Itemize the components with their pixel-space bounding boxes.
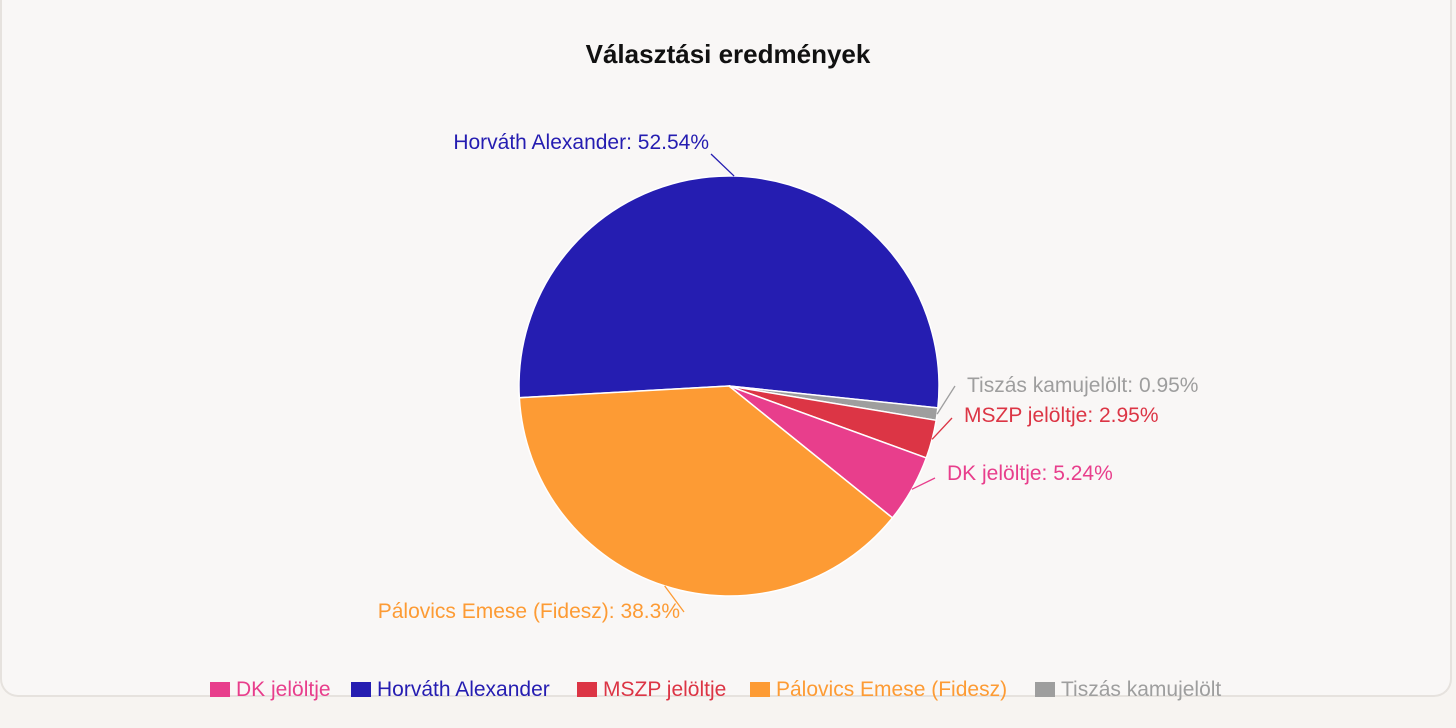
leader-lines xyxy=(664,153,956,613)
legend-swatch-4[interactable] xyxy=(750,682,770,697)
pie-slice-1[interactable] xyxy=(518,175,940,409)
leader-line-3 xyxy=(931,417,953,440)
pie-slice-5[interactable] xyxy=(518,385,894,597)
legend-swatch-2[interactable] xyxy=(351,682,371,697)
leader-line-2 xyxy=(936,385,956,415)
legend-swatch-3[interactable] xyxy=(577,682,597,697)
legend: DK jelöltje Horváth Alexander MSZP jelöltj… xyxy=(210,678,1221,701)
slice-label-1: Horváth Alexander: 52.54% xyxy=(453,131,709,154)
pie-slices xyxy=(518,175,940,597)
leader-line-5 xyxy=(664,585,685,613)
chart-title: Választási eredmények xyxy=(586,39,871,69)
leader-line-4 xyxy=(911,477,936,490)
legend-item-5[interactable]: Tiszás kamujelölt xyxy=(1061,678,1221,701)
legend-item-3[interactable]: MSZP jelöltje xyxy=(603,678,726,701)
slice-label-2: Tiszás kamujelölt: 0.95% xyxy=(967,374,1198,397)
legend-item-2[interactable]: Horváth Alexander xyxy=(377,678,550,701)
slice-label-3: MSZP jelöltje: 2.95% xyxy=(964,404,1159,427)
legend-item-1[interactable]: DK jelöltje xyxy=(236,678,331,701)
slice-label-4: DK jelöltje: 5.24% xyxy=(947,462,1113,485)
slice-labels: Horváth Alexander: 52.54% Tiszás kamujelö… xyxy=(378,131,1199,623)
leader-line-1 xyxy=(710,153,735,177)
legend-swatch-1[interactable] xyxy=(210,682,230,697)
legend-item-4[interactable]: Pálovics Emese (Fidesz) xyxy=(776,678,1007,701)
legend-swatch-5[interactable] xyxy=(1035,682,1055,697)
slice-label-5: Pálovics Emese (Fidesz): 38.3% xyxy=(378,600,680,623)
